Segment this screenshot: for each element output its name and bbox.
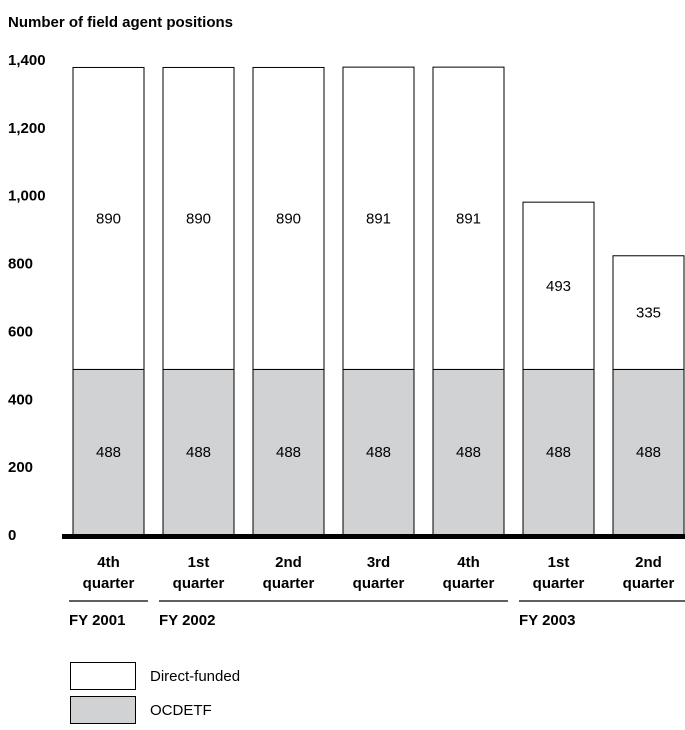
bar-ocdetf xyxy=(72,368,145,536)
data-label-direct-funded: 890 xyxy=(276,210,301,227)
x-tick-label: 2nd xyxy=(275,554,302,571)
x-tick-label: quarter xyxy=(83,575,135,592)
data-label-ocdetf: 488 xyxy=(456,444,481,461)
bar-direct-funded xyxy=(522,201,595,370)
data-label-direct-funded: 891 xyxy=(366,210,391,227)
y-tick-label: 1,200 xyxy=(8,120,46,137)
data-label-ocdetf: 488 xyxy=(546,444,571,461)
data-label-direct-funded: 891 xyxy=(456,210,481,227)
bar-direct-funded xyxy=(342,66,415,370)
data-label-ocdetf: 488 xyxy=(276,444,301,461)
legend-item-ocdetf: OCDETF xyxy=(70,696,370,730)
data-label-direct-funded: 335 xyxy=(636,305,661,322)
data-label-ocdetf: 488 xyxy=(96,444,121,461)
bar-direct-funded xyxy=(612,255,685,370)
y-tick-label: 800 xyxy=(8,256,33,273)
y-axis-label: Number of field agent positions xyxy=(8,14,234,31)
x-axis-baseline xyxy=(62,534,685,539)
bar-ocdetf xyxy=(522,368,595,536)
y-tick-label: 0 xyxy=(8,527,16,544)
x-tick-label: 4th xyxy=(97,554,120,571)
legend-swatch-ocdetf xyxy=(70,696,136,724)
bar-direct-funded xyxy=(432,66,505,370)
legend-label-direct-funded: Direct-funded xyxy=(150,668,241,685)
legend-label-ocdetf: OCDETF xyxy=(150,702,212,719)
y-tick-label: 600 xyxy=(8,323,33,340)
y-tick-label: 200 xyxy=(8,459,33,476)
data-label-ocdetf: 488 xyxy=(366,444,391,461)
x-tick-label: quarter xyxy=(173,575,225,592)
x-tick-label: quarter xyxy=(353,575,405,592)
y-tick-label: 400 xyxy=(8,391,33,408)
bar-ocdetf xyxy=(162,368,235,536)
bar-ocdetf xyxy=(612,368,685,536)
fiscal-year-label: FY 2002 xyxy=(159,612,215,629)
x-tick-label: 3rd xyxy=(367,554,390,571)
bar-ocdetf xyxy=(342,368,415,536)
x-tick-label: quarter xyxy=(533,575,585,592)
bar-ocdetf xyxy=(432,368,505,536)
x-tick-label: 1st xyxy=(548,554,570,571)
y-tick-label: 1,400 xyxy=(8,52,46,69)
x-tick-label: 2nd xyxy=(635,554,662,571)
bar-direct-funded xyxy=(162,66,235,370)
bar-direct-funded xyxy=(72,66,145,370)
x-tick-label: quarter xyxy=(443,575,495,592)
legend-swatch-direct-funded xyxy=(70,662,136,690)
y-tick-label: 1,000 xyxy=(8,188,46,205)
legend-item-direct-funded: Direct-funded xyxy=(70,662,370,696)
data-label-direct-funded: 493 xyxy=(546,278,571,295)
x-tick-label: quarter xyxy=(263,575,315,592)
data-label-direct-funded: 890 xyxy=(186,210,211,227)
bar-direct-funded xyxy=(252,66,325,370)
data-label-ocdetf: 488 xyxy=(636,444,661,461)
stacked-bar-chart: 0 200 400 600 800 1,000 1,200 1,400 488 890 488 890… xyxy=(8,52,685,629)
legend: Direct-funded OCDETF xyxy=(70,662,370,730)
data-label-direct-funded: 890 xyxy=(96,210,121,227)
x-tick-label: 4th xyxy=(457,554,480,571)
data-label-ocdetf: 488 xyxy=(186,444,211,461)
fiscal-year-label: FY 2001 xyxy=(69,612,125,629)
fiscal-year-label: FY 2003 xyxy=(519,612,575,629)
x-tick-label: 1st xyxy=(188,554,210,571)
x-tick-label: quarter xyxy=(623,575,675,592)
